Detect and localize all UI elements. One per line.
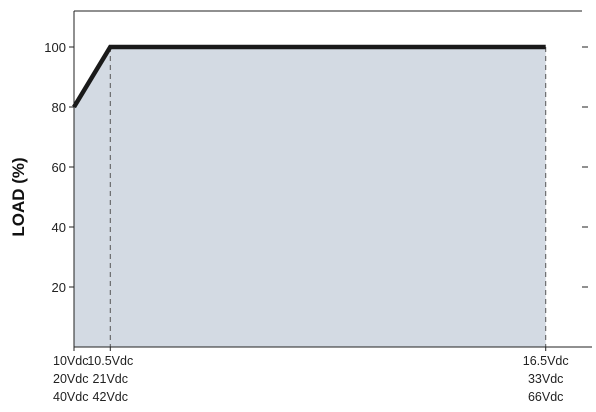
- y-tick-label-20: 20: [52, 280, 66, 295]
- y-tick-label-40: 40: [52, 220, 66, 235]
- y-tick-label-100: 100: [44, 40, 66, 55]
- x-tick-label-0-0: 10Vdc: [53, 354, 88, 368]
- plot-area: 20 40 60 80 100 10Vdc 20Vdc 40Vdc 10.5Vdc 21Vdc 42…: [44, 10, 592, 404]
- y-tick-label-60: 60: [52, 160, 66, 175]
- x-tick-label-1-0: 10.5Vdc: [87, 354, 133, 368]
- x-tick-label-1-2: 42Vdc: [93, 390, 128, 404]
- x-tick-label-1-1: 21Vdc: [93, 372, 128, 386]
- x-tick-label-0-2: 40Vdc: [53, 390, 88, 404]
- x-tick-label-2-0: 16.5Vdc: [523, 354, 569, 368]
- x-tick-label-2-2: 66Vdc: [528, 390, 563, 404]
- x-tick-label-2-1: 33Vdc: [528, 372, 563, 386]
- x-tick-label-0-1: 20Vdc: [53, 372, 88, 386]
- y-tick-label-80: 80: [52, 100, 66, 115]
- area-fill: [74, 47, 546, 347]
- y-axis-label: LOAD (%): [9, 157, 28, 236]
